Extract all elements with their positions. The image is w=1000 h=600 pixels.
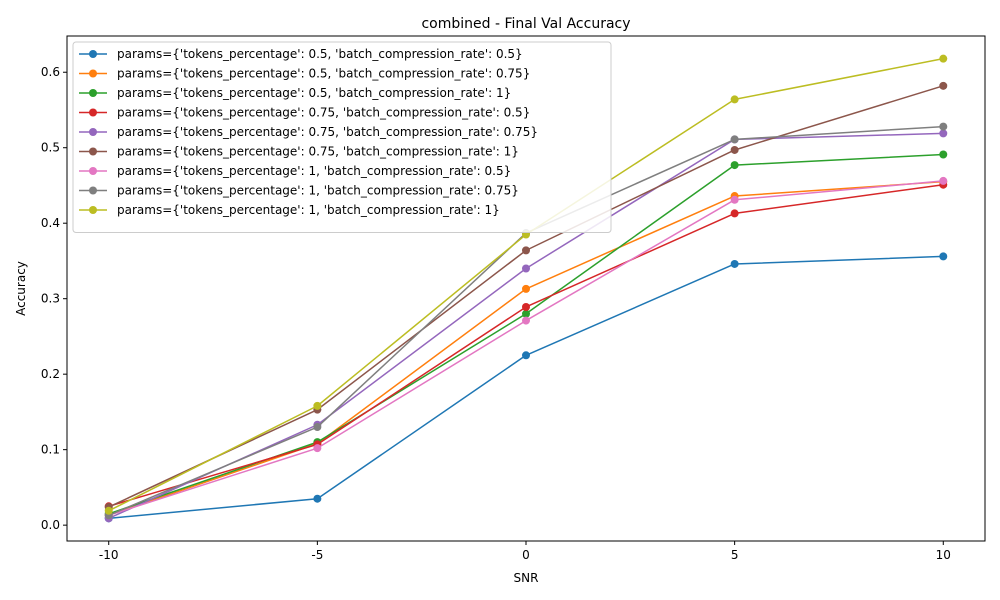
y-axis-label: Accuracy [14,261,28,316]
data-point [522,351,530,360]
legend-marker [89,206,97,214]
legend-item: params={'tokens_percentage': 0.75, 'batc… [79,145,519,159]
legend-item: params={'tokens_percentage': 0.5, 'batch… [79,47,523,61]
legend-item: params={'tokens_percentage': 0.75, 'batc… [79,106,530,120]
legend-item: params={'tokens_percentage': 0.5, 'batch… [79,67,530,81]
data-point [313,423,322,432]
chart-title: combined - Final Val Accuracy [421,16,630,32]
x-axis-label: SNR [514,571,539,585]
legend-marker [89,128,97,136]
y-tick-label: 0.1 [41,443,60,457]
legend-label: params={'tokens_percentage': 0.5, 'batch… [117,67,530,81]
legend-marker [89,167,97,175]
data-point [313,494,322,503]
data-point [730,209,739,218]
data-point [939,129,948,138]
x-tick-label: 0 [522,548,530,562]
data-point [939,150,948,159]
data-point [939,122,948,131]
data-point [730,195,739,204]
data-point [730,145,739,154]
x-tick-label: 10 [936,548,951,562]
legend-label: params={'tokens_percentage': 0.75, 'batc… [117,145,519,159]
legend-item: params={'tokens_percentage': 1, 'batch_c… [79,164,511,178]
data-point [939,176,948,185]
legend-label: params={'tokens_percentage': 1, 'batch_c… [117,164,511,178]
y-tick-label: 0.2 [41,367,60,381]
data-point [939,81,948,90]
legend-item: params={'tokens_percentage': 0.75, 'batc… [79,125,538,139]
y-axis: 0.0 0.1 0.2 0.3 0.4 0.5 0.6 [41,65,67,532]
legend-item: params={'tokens_percentage': 0.5, 'batch… [79,86,511,100]
y-tick-label: 0.0 [41,518,60,532]
data-point [730,135,739,144]
legend-label: params={'tokens_percentage': 0.5, 'batch… [117,47,523,61]
x-tick-label: -5 [311,548,323,562]
series-1 [104,252,948,523]
legend-label: params={'tokens_percentage': 0.75, 'batc… [117,125,538,139]
data-point [939,54,948,63]
legend-item: params={'tokens_percentage': 1, 'batch_c… [79,184,519,198]
data-point [730,161,739,170]
y-tick-label: 0.5 [41,141,60,155]
x-tick-label: -10 [99,548,119,562]
x-tick-label: 5 [731,548,739,562]
legend-marker [89,69,97,78]
series-9 [104,54,948,515]
legend-marker [89,147,97,156]
data-point [522,246,530,255]
data-point [313,444,322,453]
legend: params={'tokens_percentage': 0.5, 'batch… [72,41,612,233]
legend-marker [89,89,97,97]
data-point [522,302,530,311]
data-point [730,259,739,268]
data-point [522,264,530,273]
legend-label: params={'tokens_percentage': 1, 'batch_c… [117,203,500,217]
plot-area [104,54,948,523]
legend-label: params={'tokens_percentage': 0.5, 'batch… [117,86,511,100]
series-7 [104,176,948,520]
data-point [522,284,530,293]
y-tick-label: 0.4 [41,216,60,230]
series-line [108,255,944,520]
data-point [522,309,530,318]
data-point [313,401,322,410]
legend-box [72,41,612,233]
data-point [939,252,948,261]
y-tick-label: 0.3 [41,292,60,306]
data-point [104,506,113,515]
x-axis: -10 -5 0 5 10 [99,541,951,562]
legend-marker [89,108,97,117]
data-point [730,95,739,104]
legend-item: params={'tokens_percentage': 1, 'batch_c… [79,203,500,217]
y-tick-label: 0.6 [41,65,60,79]
data-point [522,316,530,325]
legend-marker [89,186,97,195]
legend-label: params={'tokens_percentage': 1, 'batch_c… [117,184,519,198]
legend-marker [89,50,97,58]
legend-label: params={'tokens_percentage': 0.75, 'batc… [117,106,530,120]
